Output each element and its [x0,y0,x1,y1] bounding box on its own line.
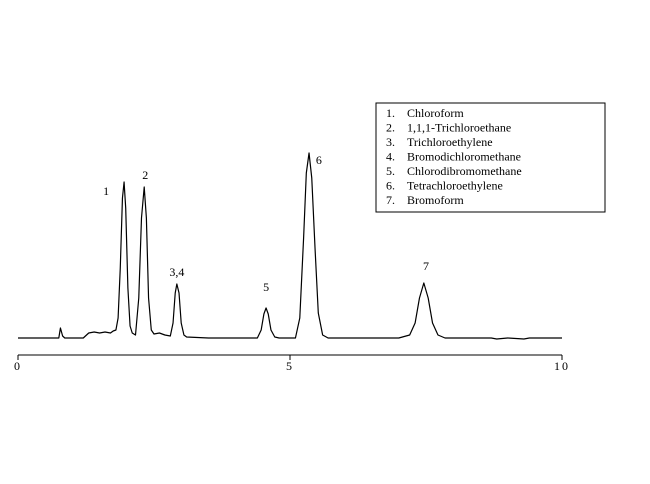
peak-label: 3,4 [169,265,184,279]
peak-label: 1 [103,184,109,198]
key-name: Trichloroethylene [407,135,493,149]
key-number: 5. [386,164,395,178]
key-name: Chloroform [407,106,464,120]
key-number: 4. [386,149,395,163]
trace [18,152,562,340]
key-name: Bromodichloromethane [407,149,521,163]
key-box [375,102,606,213]
key-name: Bromoform [407,193,464,207]
key-number: 1. [386,106,395,120]
peak-label: 6 [316,153,322,167]
key-number: 6. [386,178,395,192]
key-number: 3. [386,135,395,149]
key-name: Chlorodibromomethane [407,164,522,178]
x-tick-label: 5 [286,359,294,373]
peak-label: 2 [142,168,148,182]
key-number: 2. [386,120,395,134]
key-number: 7. [386,193,395,207]
key-name: Tetrachloroethylene [407,178,503,192]
peak-label: 7 [423,259,429,273]
x-tick-label: 10 [554,359,570,373]
peak-label: 5 [263,280,269,294]
x-tick-label: 0 [14,359,22,373]
key-name: 1,1,1-Trichloroethane [407,120,511,134]
